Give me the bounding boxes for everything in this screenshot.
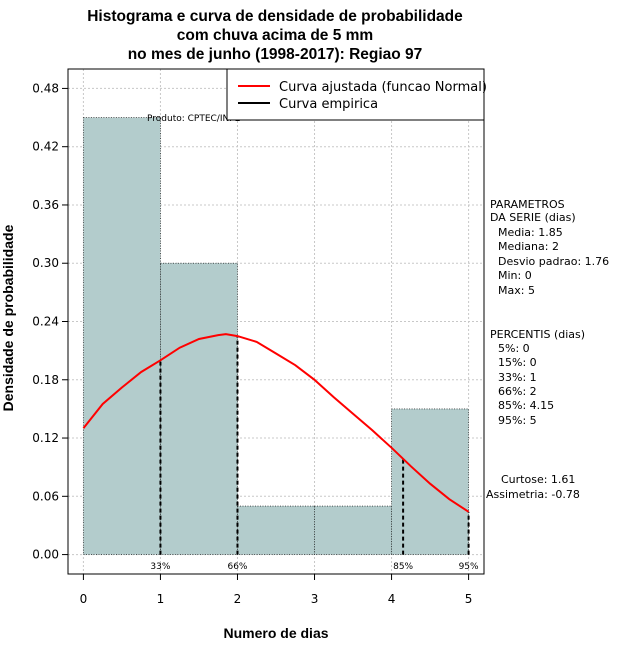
param-line: Mediana: 2 — [498, 240, 559, 253]
y-tick-label: 0.12 — [32, 431, 59, 445]
x-tick-label: 0 — [80, 592, 88, 606]
curtose-text: Curtose: 1.61 — [501, 473, 575, 486]
param-line: PARAMETROS — [490, 198, 565, 211]
shape-stats-panel: Curtose: 1.61 Assimetria: -0.78 — [486, 473, 580, 501]
percentile-line: 85%: 4.15 — [498, 399, 554, 412]
percentile-line: 95%: 5 — [498, 414, 537, 427]
percentile-line: PERCENTIS (dias) — [490, 328, 585, 341]
percentile-label: 66% — [227, 562, 247, 572]
title-line-1: Histograma e curva de densidade de proba… — [87, 8, 463, 25]
legend-label-fitted: Curva ajustada (funcao Normal) — [279, 80, 487, 95]
y-tick-label: 0.42 — [32, 140, 59, 154]
histogram-bars — [83, 117, 469, 555]
x-tick-label: 4 — [388, 592, 396, 606]
fitted-curve-layer — [82, 333, 470, 513]
x-tick-label: 5 — [465, 592, 473, 606]
legend-label-empirical: Curva empirica — [279, 97, 378, 112]
y-tick-label: 0.18 — [32, 373, 59, 387]
percentile-line: 15%: 0 — [498, 356, 537, 369]
y-tick-label: 0.36 — [32, 198, 59, 212]
percentile-lines — [159, 336, 470, 555]
product-annotation: Produto: CPTEC/INPE — [147, 114, 241, 124]
percentile-line: 33%: 1 — [498, 371, 537, 384]
percentile-line: 66%: 2 — [498, 385, 537, 398]
series-parameters-panel: PARAMETROS DA SERIE (dias) Media: 1.85 M… — [490, 198, 609, 297]
histogram-bar — [160, 262, 238, 555]
param-line: Min: 0 — [498, 269, 532, 282]
percentiles-panel: PERCENTIS (dias) 5%: 0 15%: 0 33%: 1 66%… — [490, 328, 585, 427]
histogram-bar — [391, 408, 469, 555]
percentile-label: 33% — [150, 562, 170, 572]
x-tick-label: 1 — [157, 592, 165, 606]
x-axis-title: Numero de dias — [223, 625, 328, 641]
percentile-label: 95% — [459, 562, 479, 572]
x-axis: 0 1 2 3 4 5 — [80, 574, 473, 606]
title-line-3: no mes de junho (1998-2017): Regiao 97 — [128, 46, 423, 63]
legend: Curva ajustada (funcao Normal) Curva emp… — [226, 68, 487, 121]
percentile-label: 85% — [393, 562, 413, 572]
chart-title: Histograma e curva de densidade de proba… — [87, 8, 463, 63]
fitted-normal-curve — [82, 333, 470, 513]
y-tick-label: 0.06 — [32, 489, 59, 503]
percentile-labels: 33% 66% 85% 95% — [150, 562, 479, 572]
x-tick-label: 2 — [234, 592, 242, 606]
legend-box — [226, 68, 485, 121]
param-line: Media: 1.85 — [498, 226, 563, 239]
y-tick-label: 0.00 — [32, 548, 59, 562]
y-axis: 0.00 0.06 0.12 0.18 0.24 0.30 0.36 0.42 0.48 — [32, 81, 68, 562]
param-line: Max: 5 — [498, 284, 535, 297]
x-tick-label: 3 — [311, 592, 319, 606]
histogram-bar — [83, 117, 161, 555]
percentile-line: 5%: 0 — [498, 342, 530, 355]
histogram-bar — [237, 505, 315, 555]
y-tick-label: 0.48 — [32, 81, 59, 95]
y-tick-label: 0.30 — [32, 256, 59, 270]
y-tick-label: 0.24 — [32, 315, 59, 329]
histogram-bar — [314, 505, 392, 555]
param-line: Desvio padrao: 1.76 — [498, 255, 609, 268]
param-line: DA SERIE (dias) — [490, 211, 576, 224]
assimetria-text: Assimetria: -0.78 — [486, 488, 580, 501]
y-axis-title: Densidade de probabilidade — [0, 224, 16, 411]
title-line-2: com chuva acima de 5 mm — [177, 27, 373, 44]
